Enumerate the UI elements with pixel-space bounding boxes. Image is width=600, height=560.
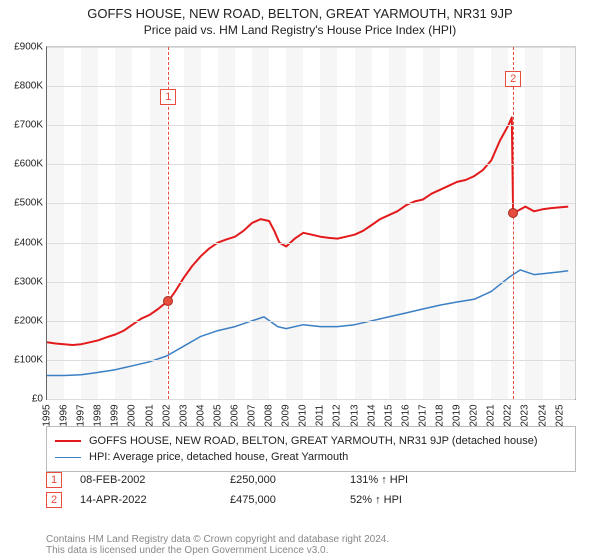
footer-line-2: This data is licensed under the Open Gov… <box>46 545 576 556</box>
gridline-h <box>47 164 575 165</box>
sale-row-date: 14-APR-2022 <box>80 494 230 506</box>
x-axis-label: 1997 <box>76 404 87 426</box>
sale-row-hpi: 131% ↑ HPI <box>350 474 408 486</box>
x-axis-label: 2009 <box>281 404 292 426</box>
x-axis-label: 2021 <box>486 404 497 426</box>
gridline-h <box>47 203 575 204</box>
x-axis-label: 2003 <box>178 404 189 426</box>
sale-marker-dot <box>163 296 173 306</box>
footer-attribution: Contains HM Land Registry data © Crown c… <box>46 534 576 556</box>
x-axis-label: 2020 <box>469 404 480 426</box>
sale-markers-table: 1 08-FEB-2002£250,000131% ↑ HPI 2 14-APR-20… <box>46 470 576 510</box>
y-axis-label: £300K <box>1 276 43 287</box>
x-axis-label: 2010 <box>298 404 309 426</box>
legend-label: HPI: Average price, detached house, Grea… <box>89 451 348 463</box>
line-plot-svg <box>47 47 575 399</box>
sale-row: 1 08-FEB-2002£250,000131% ↑ HPI <box>46 470 576 490</box>
sale-row-price: £475,000 <box>230 494 350 506</box>
y-axis-label: £100K <box>1 354 43 365</box>
x-axis-label: 2017 <box>417 404 428 426</box>
gridline-h <box>47 243 575 244</box>
x-axis-label: 2002 <box>161 404 172 426</box>
x-axis-label: 2024 <box>537 404 548 426</box>
sale-row-date: 08-FEB-2002 <box>80 474 230 486</box>
y-axis-label: £800K <box>1 81 43 92</box>
x-axis-label: 1996 <box>59 404 70 426</box>
x-axis-label: 2000 <box>127 404 138 426</box>
series-property-line <box>47 117 568 345</box>
sale-row-price: £250,000 <box>230 474 350 486</box>
gridline-h <box>47 125 575 126</box>
x-axis-label: 2004 <box>195 404 206 426</box>
plot-area: £0£100K£200K£300K£400K£500K£600K£700K£80… <box>46 46 576 400</box>
x-axis-label: 2008 <box>264 404 275 426</box>
y-axis-label: £200K <box>1 315 43 326</box>
legend-box: GOFFS HOUSE, NEW ROAD, BELTON, GREAT YAR… <box>46 426 576 472</box>
legend-label: GOFFS HOUSE, NEW ROAD, BELTON, GREAT YAR… <box>89 435 537 447</box>
x-axis-label: 2011 <box>315 405 326 427</box>
y-axis-label: £400K <box>1 237 43 248</box>
sale-marker-dot <box>508 208 518 218</box>
x-axis-label: 2018 <box>435 404 446 426</box>
x-axis-label: 2012 <box>332 404 343 426</box>
chart-title-subtitle: Price paid vs. HM Land Registry's House … <box>0 23 600 37</box>
x-axis-label: 1998 <box>93 404 104 426</box>
gridline-h <box>47 399 575 400</box>
chart-container: GOFFS HOUSE, NEW ROAD, BELTON, GREAT YAR… <box>0 0 600 560</box>
x-axis-label: 2015 <box>383 404 394 426</box>
sale-event-number: 1 <box>160 89 176 105</box>
y-axis-label: £600K <box>1 159 43 170</box>
gridline-h <box>47 47 575 48</box>
x-axis-label: 2016 <box>400 404 411 426</box>
gridline-h <box>47 282 575 283</box>
x-axis-label: 2022 <box>503 404 514 426</box>
x-axis-label: 1999 <box>110 404 121 426</box>
sale-row-number: 1 <box>46 472 62 488</box>
y-axis-label: £500K <box>1 198 43 209</box>
y-axis-label: £700K <box>1 120 43 131</box>
sale-event-line <box>513 47 514 399</box>
legend-swatch <box>55 440 81 442</box>
x-axis-label: 2014 <box>366 404 377 426</box>
chart-title-address: GOFFS HOUSE, NEW ROAD, BELTON, GREAT YAR… <box>0 6 600 21</box>
legend-row: HPI: Average price, detached house, Grea… <box>55 449 567 465</box>
legend-row: GOFFS HOUSE, NEW ROAD, BELTON, GREAT YAR… <box>55 433 567 449</box>
x-axis-label: 1995 <box>42 404 53 426</box>
sale-row: 2 14-APR-2022£475,00052% ↑ HPI <box>46 490 576 510</box>
x-axis-label: 2023 <box>520 404 531 426</box>
gridline-h <box>47 321 575 322</box>
chart-titles: GOFFS HOUSE, NEW ROAD, BELTON, GREAT YAR… <box>0 0 600 37</box>
x-axis-label: 2007 <box>247 404 258 426</box>
gridline-h <box>47 360 575 361</box>
y-axis-label: £900K <box>1 42 43 53</box>
legend-swatch <box>55 457 81 458</box>
x-axis-label: 2006 <box>229 404 240 426</box>
x-axis-label: 2001 <box>144 404 155 426</box>
y-axis-label: £0 <box>1 394 43 405</box>
sale-event-number: 2 <box>505 71 521 87</box>
sale-row-number: 2 <box>46 492 62 508</box>
footer-line-1: Contains HM Land Registry data © Crown c… <box>46 534 576 545</box>
gridline-h <box>47 86 575 87</box>
x-axis-label: 2025 <box>554 404 565 426</box>
x-axis-label: 2013 <box>349 404 360 426</box>
sale-row-hpi: 52% ↑ HPI <box>350 494 402 506</box>
x-axis-label: 2005 <box>212 404 223 426</box>
x-axis-label: 2019 <box>452 404 463 426</box>
